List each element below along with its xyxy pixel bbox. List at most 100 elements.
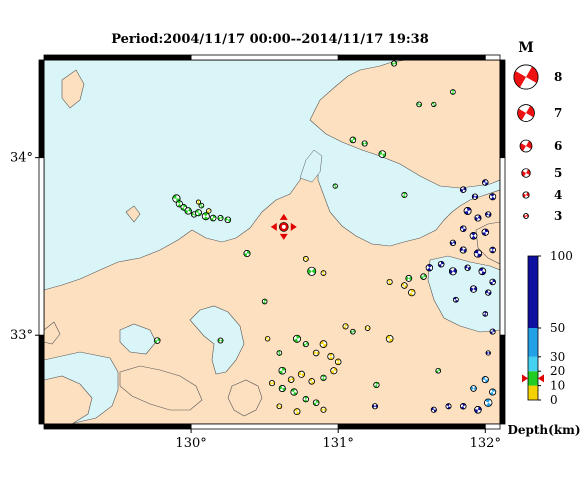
amakusa-land bbox=[227, 379, 263, 417]
epicenter-core bbox=[281, 224, 286, 229]
focal-mechanism bbox=[401, 191, 408, 198]
focal-mechanism bbox=[401, 282, 408, 289]
focal-mechanism bbox=[485, 289, 492, 296]
focal-mechanism bbox=[276, 403, 283, 410]
depth-pointer-left bbox=[522, 374, 528, 383]
focal-mechanism bbox=[459, 225, 467, 232]
depth-tick-label: 100 bbox=[550, 249, 573, 263]
epicenter-arrow bbox=[279, 233, 288, 240]
magnitude-legend-symbol bbox=[522, 191, 530, 199]
focal-mechanism bbox=[290, 388, 298, 396]
focal-mechanism bbox=[437, 260, 445, 268]
focal-mechanism bbox=[485, 211, 492, 218]
focal-mechanism bbox=[320, 406, 327, 413]
focal-mechanism bbox=[302, 341, 309, 348]
depth-color-segment bbox=[528, 385, 538, 400]
focal-mechanism bbox=[489, 278, 496, 286]
frame-bar bbox=[499, 59, 506, 159]
depth-tick-label: 0 bbox=[550, 393, 558, 407]
frame-bar bbox=[484, 423, 501, 430]
focal-mechanism bbox=[470, 385, 477, 392]
frame-bar bbox=[337, 423, 486, 430]
focal-mechanism bbox=[378, 150, 387, 158]
ariake-bay bbox=[189, 305, 245, 375]
frame-bar bbox=[43, 54, 192, 61]
focal-mechanism bbox=[474, 214, 482, 222]
focal-mechanism bbox=[473, 249, 483, 258]
magnitude-legend-label: 8 bbox=[554, 70, 562, 84]
focal-mechanism bbox=[405, 275, 413, 282]
depth-tick-label: 30 bbox=[550, 350, 565, 364]
focal-mechanism bbox=[463, 206, 472, 215]
focal-mechanism bbox=[195, 199, 201, 205]
focal-mechanism bbox=[474, 406, 482, 414]
iki-island bbox=[125, 205, 141, 223]
lat-tick-label: 33° bbox=[10, 328, 33, 343]
frame-bar bbox=[484, 54, 501, 61]
lon-tick-label: 130° bbox=[175, 436, 206, 451]
focal-mechanism bbox=[312, 349, 320, 357]
focal-mechanism bbox=[430, 406, 437, 413]
map-title: Period:2004/11/17 00:00--2014/11/17 19:3… bbox=[111, 32, 429, 47]
focal-mechanism bbox=[416, 101, 422, 108]
magnitude-legend-symbol bbox=[513, 64, 539, 90]
focal-mechanism bbox=[408, 288, 416, 297]
focal-mechanism bbox=[425, 264, 434, 272]
focal-mechanism bbox=[435, 367, 441, 374]
focal-mechanism bbox=[243, 250, 251, 258]
magnitude-legend-label: 6 bbox=[554, 139, 562, 153]
focal-mechanism bbox=[489, 388, 497, 396]
depth-color-segment bbox=[528, 371, 538, 386]
frame-bar bbox=[38, 334, 45, 425]
focal-mechanism bbox=[206, 208, 212, 214]
frame-bar bbox=[190, 423, 339, 430]
focal-mechanism bbox=[489, 328, 496, 335]
focal-mechanism bbox=[350, 328, 356, 335]
focal-mechanism bbox=[224, 216, 232, 224]
focal-mechanism bbox=[478, 267, 487, 276]
focal-mechanism bbox=[201, 212, 210, 221]
omura-bay bbox=[119, 323, 157, 355]
focal-mechanism bbox=[386, 278, 393, 285]
magnitude-legend: M 8 7 6 5 4 3 bbox=[513, 40, 562, 223]
lon-tick-label: 131° bbox=[323, 436, 354, 451]
focal-mechanism bbox=[264, 336, 271, 342]
focal-mechanism bbox=[371, 403, 378, 410]
magnitude-legend-label: 7 bbox=[554, 106, 562, 120]
focal-mechanism bbox=[269, 380, 275, 387]
focal-mechanism bbox=[184, 207, 192, 215]
focal-mechanism bbox=[217, 215, 224, 222]
focal-mechanism bbox=[482, 179, 489, 186]
focal-mechanism bbox=[489, 193, 497, 201]
goto-island bbox=[44, 321, 61, 345]
focal-mechanism bbox=[342, 323, 349, 330]
focal-mechanism bbox=[320, 270, 327, 276]
frame-bar bbox=[499, 334, 506, 425]
focal-mechanism bbox=[320, 374, 327, 381]
focal-mechanism bbox=[194, 209, 202, 217]
frame-bar bbox=[499, 157, 506, 336]
focal-mechanism bbox=[452, 296, 459, 303]
frame-bar bbox=[337, 54, 486, 61]
focal-mechanism bbox=[364, 325, 371, 331]
focal-mechanism bbox=[349, 136, 357, 144]
focal-mechanism bbox=[445, 403, 452, 410]
depth-color-segment bbox=[528, 256, 538, 328]
depth-pointer-right bbox=[538, 374, 544, 383]
epicenter-arrow bbox=[290, 222, 297, 231]
focal-mechanism bbox=[471, 193, 479, 200]
focal-mechanism bbox=[287, 376, 295, 383]
magnitude-legend-title: M bbox=[518, 40, 534, 56]
frame-bar bbox=[38, 59, 45, 159]
magnitude-legend-label: 3 bbox=[554, 209, 562, 223]
focal-mechanism bbox=[307, 266, 317, 276]
focal-mechanism bbox=[391, 60, 398, 67]
focal-mechanism bbox=[361, 140, 368, 147]
lat-tick-label: 34° bbox=[10, 151, 33, 166]
focal-mechanism bbox=[431, 101, 437, 107]
focal-mechanism bbox=[464, 264, 471, 271]
strait-sea bbox=[299, 149, 323, 183]
focal-mechanism bbox=[261, 298, 268, 305]
focal-mechanism bbox=[302, 255, 309, 262]
map-frame bbox=[38, 54, 506, 430]
